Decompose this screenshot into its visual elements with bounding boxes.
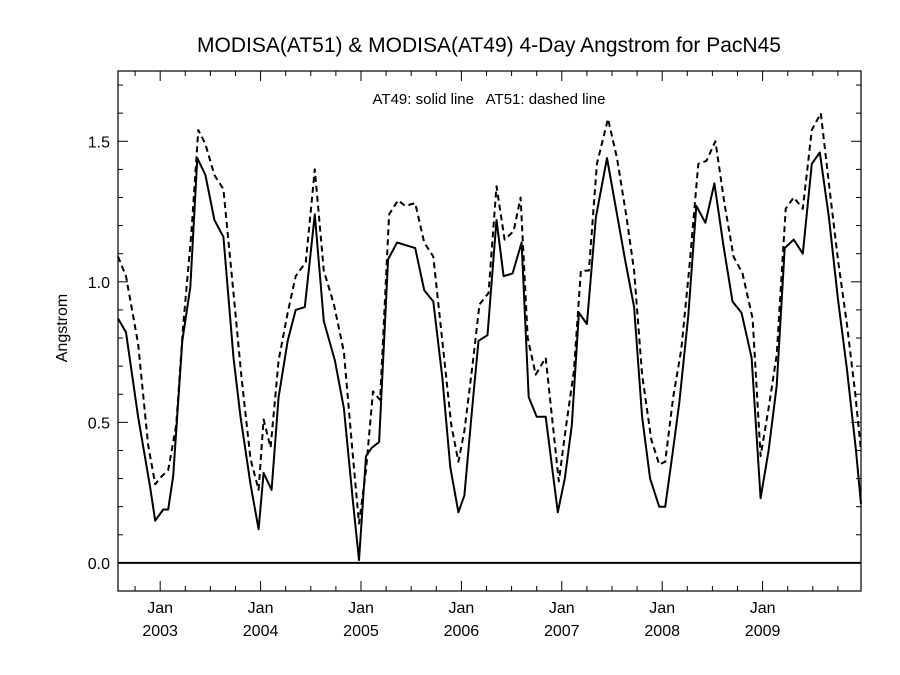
x-tick-year-label: 2009	[745, 623, 781, 640]
x-tick-year-label: 2003	[142, 623, 178, 640]
y-tick-label: 0.0	[88, 556, 110, 573]
x-tick-year-label: 2008	[644, 623, 680, 640]
x-tick-month-label: Jan	[348, 600, 374, 617]
x-tick-year-label: 2006	[444, 623, 480, 640]
plot-area	[117, 70, 862, 592]
x-tick-year-label: 2004	[243, 623, 279, 640]
x-axis: Jan 2003 Jan 2004 Jan 2005 Jan 2006 Jan 2007 Jan 20…	[134, 71, 839, 640]
x-tick-month-label: Jan	[549, 600, 575, 617]
plot-frame	[117, 70, 862, 592]
x-tick-month-label: Jan	[649, 600, 675, 617]
series-legend-note: AT49: solid line AT51: dashed line	[373, 91, 606, 108]
y-tick-label: 1.0	[88, 275, 110, 292]
y-axis: 0.0 0.5 1.0 1.5	[88, 84, 861, 592]
series-group	[117, 112, 862, 564]
x-tick-month-label: Jan	[448, 600, 474, 617]
series-line-at51	[117, 112, 862, 525]
y-axis-label: Angstrom	[54, 294, 71, 362]
series-line-at49	[117, 151, 862, 562]
y-tick-label: 1.5	[88, 134, 110, 151]
x-tick-month-label: Jan	[147, 600, 173, 617]
x-tick-year-label: 2007	[544, 623, 580, 640]
chart-title: MODISA(AT51) & MODISA(AT49) 4-Day Angstr…	[197, 34, 781, 57]
x-tick-month-label: Jan	[248, 600, 274, 617]
y-tick-label: 0.5	[88, 415, 110, 432]
x-tick-year-label: 2005	[343, 623, 379, 640]
x-tick-month-label: Jan	[750, 600, 776, 617]
